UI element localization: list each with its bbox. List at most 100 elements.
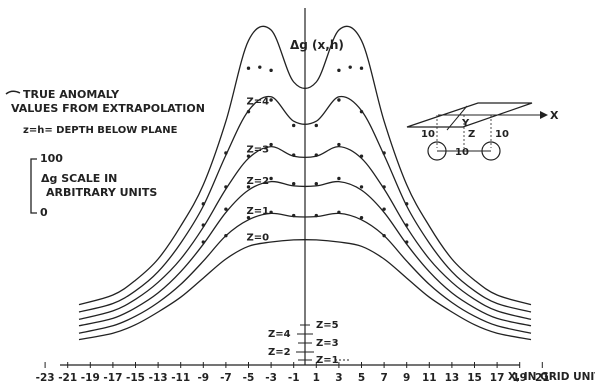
- extrapolation-point: [314, 182, 318, 186]
- extrapolation-point: [314, 213, 318, 218]
- series-line: [78, 239, 532, 341]
- x-tick-label: 17: [490, 372, 505, 384]
- baseline-markers: Z=4 Z=5 Z=3 Z=2 Z=1: [268, 320, 350, 366]
- inset-z-label: Z: [468, 129, 475, 140]
- extrapolation-point: [382, 233, 386, 238]
- extrapolation-point: [382, 151, 386, 155]
- curves: [78, 25, 532, 341]
- extrapolation-point: [337, 142, 341, 147]
- extrapolation-point: [269, 68, 273, 73]
- x-axis-label: X, IN GRID UNITS: [508, 371, 595, 383]
- extrapolation-point: [314, 153, 318, 157]
- extrapolation-point: [246, 109, 251, 114]
- x-tick-label: 19: [512, 372, 527, 384]
- inset-y-axis: [446, 105, 468, 131]
- series-label: Z=1: [247, 206, 270, 217]
- x-tick-label: -21: [58, 372, 77, 384]
- extrapolation-point: [292, 182, 296, 186]
- extrapolation-point: [292, 213, 296, 218]
- x-tick-label: -15: [126, 372, 145, 384]
- inset-right-label: 10: [495, 129, 509, 140]
- legend: TRUE ANOMALY VALUES FROM EXTRAPOLATION z…: [5, 88, 205, 136]
- extrapolation-points: [201, 65, 409, 244]
- extrapolation-point: [405, 240, 409, 244]
- x-tick-label: 11: [422, 372, 437, 384]
- extrapolation-point: [359, 185, 364, 189]
- inset-diagram: X Y 10 Z 10 10: [406, 102, 559, 161]
- extrapolation-point: [337, 176, 341, 181]
- series-label: Z=4: [247, 97, 270, 108]
- series-line: [78, 180, 532, 327]
- extrapolation-point: [405, 223, 409, 227]
- legend-depth-note: z=h= DEPTH BELOW PLANE: [23, 125, 178, 136]
- legend-true-anomaly-swatch: [5, 90, 21, 95]
- extrapolation-point: [224, 233, 228, 238]
- x-tick-label: 7: [380, 372, 387, 384]
- x-tick-label: -17: [103, 372, 122, 384]
- curve-labels: Z=0 Z=1 Z=2 Z=3 Z=4: [247, 97, 270, 244]
- extrapolation-point: [246, 215, 251, 220]
- extrapolation-point: [314, 123, 318, 128]
- x-tick-label: -13: [149, 372, 168, 384]
- series-label: Z=0: [247, 232, 270, 243]
- baseline-label-z4: Z=4: [268, 329, 291, 340]
- x-tick-label: 5: [358, 372, 365, 384]
- x-tick-label: 3: [335, 372, 342, 384]
- extrapolation-point: [269, 98, 273, 102]
- x-tick-label: -7: [220, 372, 232, 384]
- x-tick-label: -3: [265, 372, 277, 384]
- x-tick-label: 1: [313, 372, 320, 384]
- extrapolation-point: [246, 66, 251, 70]
- baseline-label-z1: Z=1: [316, 355, 339, 366]
- extrapolation-point: [405, 202, 409, 206]
- x-tick-label: -9: [197, 372, 209, 384]
- scale-caption-2: ARBITRARY UNITS: [46, 186, 157, 199]
- x-tick-label: 13: [445, 372, 460, 384]
- extrapolation-point: [292, 153, 296, 157]
- extrapolation-point: [224, 185, 228, 189]
- scale-top-label: 100: [40, 152, 63, 165]
- x-tick-label: -23: [36, 372, 55, 384]
- extrapolation-point: [269, 210, 273, 215]
- extrapolation-point: [359, 215, 364, 220]
- series-line: [78, 212, 532, 334]
- extrapolation-point: [337, 210, 341, 215]
- scale-bottom-label: 0: [40, 206, 48, 219]
- x-tick-label: 9: [403, 372, 410, 384]
- x-tick-label: -11: [171, 372, 190, 384]
- inset-x-arrow-icon: [540, 111, 548, 119]
- inset-left-label: 10: [421, 129, 435, 140]
- extrapolation-point: [359, 109, 364, 114]
- extrapolation-point: [246, 185, 251, 189]
- series-line: [78, 95, 532, 313]
- series-line: [78, 145, 532, 321]
- series-line: [78, 25, 532, 306]
- extrapolation-point: [201, 240, 205, 244]
- extrapolation-point: [201, 223, 205, 227]
- extrapolation-point: [337, 68, 341, 73]
- extrapolation-point: [382, 185, 386, 189]
- legend-true-anomaly: TRUE ANOMALY: [23, 88, 120, 101]
- baseline-label-z2: Z=2: [268, 347, 291, 358]
- extrapolation-point: [292, 123, 296, 128]
- scale-bracket: [30, 158, 37, 214]
- extrapolation-point: [359, 154, 364, 158]
- chart-title: Δg (x,h): [290, 38, 344, 52]
- extrapolation-point: [224, 151, 228, 155]
- scale-bar: 100 Δg SCALE IN ARBITRARY UNITS 0: [30, 152, 157, 219]
- extrapolation-point: [337, 98, 341, 102]
- extrapolation-point: [201, 202, 205, 206]
- legend-extrapolation: VALUES FROM EXTRAPOLATION: [11, 102, 205, 115]
- extrapolation-point: [269, 142, 273, 147]
- inset-x-label: X: [550, 109, 559, 122]
- inset-bottom-label: 10: [455, 147, 469, 158]
- x-tick-label: -1: [288, 372, 300, 384]
- baseline-label-z3: Z=3: [316, 338, 339, 349]
- extrapolation-point: [348, 65, 352, 69]
- extrapolation-point: [382, 207, 386, 211]
- x-tick-label: -19: [81, 372, 100, 384]
- x-ticks: -23 -21 -19 -17 -15 -13 -11 -9 -7 -5 -3 -1 1 3 5 7 9 11 13…: [36, 362, 550, 384]
- extrapolation-point: [246, 154, 251, 158]
- extrapolation-point: [269, 176, 273, 181]
